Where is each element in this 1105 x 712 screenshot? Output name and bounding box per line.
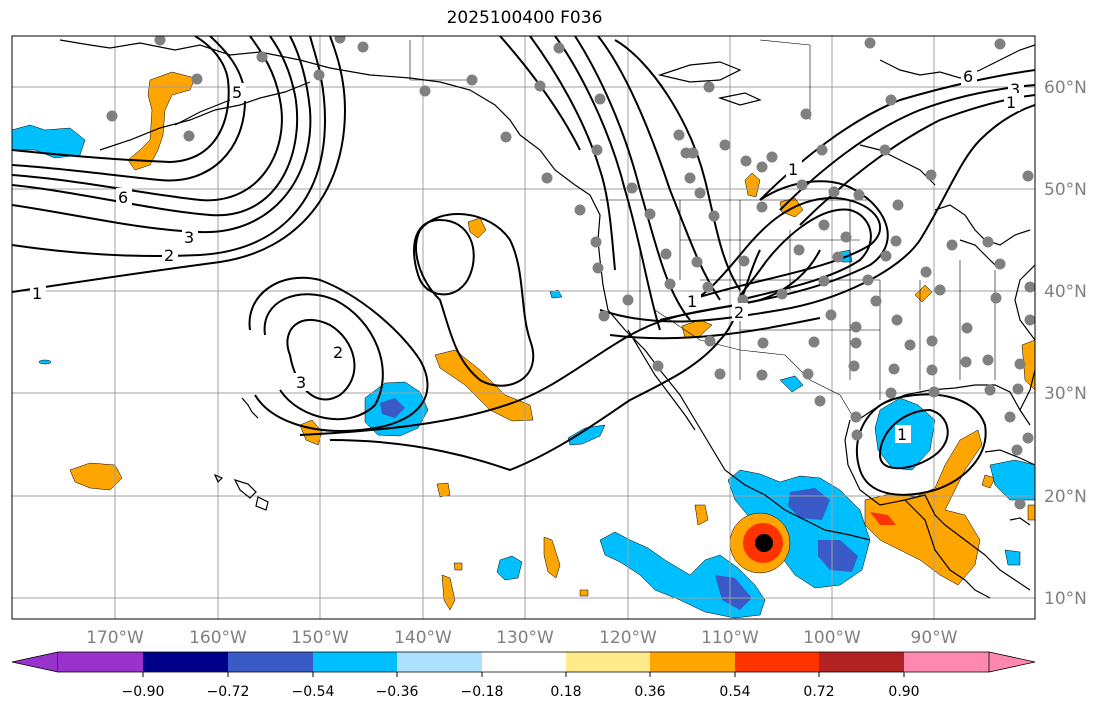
contour-label: 2 bbox=[734, 303, 744, 322]
lon-label: 100°W bbox=[803, 628, 861, 648]
lon-label: 130°W bbox=[496, 628, 554, 648]
station-markers bbox=[106, 36, 1035, 510]
latitude-labels: 60°N 50°N 40°N 30°N 20°N 10°N bbox=[1044, 78, 1087, 609]
contour-label: 2 bbox=[333, 343, 343, 362]
colorbar-tick-label: 0.54 bbox=[719, 684, 750, 700]
contour-label: 3 bbox=[184, 228, 194, 247]
contour-label: 6 bbox=[118, 188, 128, 207]
contour-label: 1 bbox=[687, 292, 697, 311]
contour-label: 1 bbox=[897, 425, 907, 444]
colorbar-tick-label: −0.36 bbox=[376, 684, 419, 700]
lat-label: 40°N bbox=[1044, 282, 1087, 302]
lon-label: 170°W bbox=[86, 628, 144, 648]
political-borders bbox=[409, 39, 996, 421]
lat-label: 10°N bbox=[1044, 589, 1087, 609]
colorbar: −0.90 −0.72 −0.54 −0.36 −0.18 0.18 0.36 … bbox=[11, 651, 1036, 700]
lat-label: 20°N bbox=[1044, 487, 1087, 507]
contour-label: 3 bbox=[296, 373, 306, 392]
contour-label: 1 bbox=[788, 160, 798, 179]
map-background bbox=[12, 36, 1035, 619]
contour-label: 1 bbox=[32, 284, 42, 303]
contour-label: 2 bbox=[164, 246, 174, 265]
lon-label: 150°W bbox=[291, 628, 349, 648]
map-title: 2025100400 F036 bbox=[446, 8, 603, 28]
colorbar-tick-label: −0.72 bbox=[207, 684, 250, 700]
colorbar-tick-label: 0.18 bbox=[550, 684, 581, 700]
lat-label: 60°N bbox=[1044, 78, 1087, 98]
colorbar-tick-label: −0.54 bbox=[292, 684, 335, 700]
lon-label: 90°W bbox=[911, 628, 958, 648]
lat-label: 50°N bbox=[1044, 180, 1087, 200]
contour-lines bbox=[12, 36, 1035, 496]
contour-label: 3 bbox=[1010, 80, 1020, 99]
coastlines bbox=[59, 39, 1035, 599]
lon-label: 120°W bbox=[599, 628, 657, 648]
lon-label: 140°W bbox=[394, 628, 452, 648]
contour-labels: 6 3 2 1 5 2 3 1 2 1 1 6 3 1 bbox=[30, 67, 1024, 444]
contour-label: 1 bbox=[1006, 93, 1016, 112]
lat-label: 30°N bbox=[1044, 384, 1087, 404]
colorbar-tick-label: 0.36 bbox=[634, 684, 665, 700]
lon-label: 110°W bbox=[701, 628, 759, 648]
graticule bbox=[12, 36, 1035, 619]
contour-label: 5 bbox=[232, 83, 242, 102]
colorbar-tick-label: 0.90 bbox=[888, 684, 919, 700]
contour-label: 6 bbox=[963, 67, 973, 86]
colorbar-tick-label: −0.90 bbox=[122, 684, 165, 700]
lon-label: 160°W bbox=[189, 628, 247, 648]
map-frame bbox=[11, 35, 1036, 620]
colorbar-tick-label: 0.72 bbox=[803, 684, 834, 700]
longitude-labels: 170°W 160°W 150°W 140°W 130°W 120°W 110°… bbox=[86, 628, 958, 648]
colorbar-tick-label: −0.18 bbox=[461, 684, 504, 700]
